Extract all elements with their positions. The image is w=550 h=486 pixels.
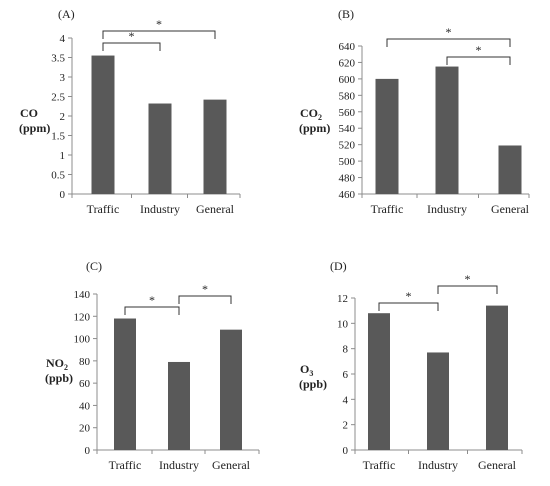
x-tick-label: General: [491, 202, 530, 216]
y-tick-label: 580: [339, 90, 356, 102]
x-tick-label: Industry: [140, 202, 180, 216]
bar-traffic: [114, 318, 136, 450]
y-axis-unit: (ppb): [299, 377, 327, 391]
y-axis-unit: (ppm): [19, 121, 50, 135]
significance-marker: *: [129, 29, 135, 43]
panel-label: (B): [338, 7, 354, 21]
y-tick-label: 560: [339, 107, 356, 119]
y-tick-label: 1: [60, 150, 66, 162]
y-axis-label: NO2: [46, 356, 68, 372]
y-axis-label: CO: [20, 106, 38, 120]
y-tick-label: 540: [339, 123, 356, 135]
bar-industry: [435, 66, 459, 194]
chart-panel-3: (C) NO2(ppb) 0 20 40 60 80 100 120 140 Traffic Indu…: [45, 259, 260, 472]
x-tick-label: Industry: [418, 458, 458, 472]
significance-bracket: [386, 38, 511, 47]
x-tick-label: Industry: [159, 458, 199, 472]
y-axis-label: O3: [300, 362, 313, 378]
y-tick-label: 0: [60, 189, 66, 201]
y-tick-label: 4: [343, 394, 349, 406]
y-tick-label: 0: [85, 445, 91, 457]
y-tick-label: 460: [339, 189, 356, 201]
significance-bracket: [124, 306, 180, 315]
x-tick-label: Traffic: [109, 458, 142, 472]
x-tick-label: Industry: [427, 202, 467, 216]
y-tick-label: 12: [337, 293, 348, 305]
y-tick-label: 2: [343, 420, 349, 432]
x-tick-label: Traffic: [87, 202, 120, 216]
panel-label: (A): [58, 7, 75, 21]
y-tick-label: 480: [339, 173, 356, 185]
y-axis-unit: (ppb): [45, 371, 73, 385]
y-axis-label: CO2: [300, 106, 322, 122]
y-tick-label: 500: [339, 156, 356, 168]
significance-marker: *: [465, 272, 471, 286]
y-tick-label: 120: [74, 311, 91, 323]
bar-general: [220, 329, 242, 450]
y-tick-label: 1.5: [51, 131, 65, 143]
bar-industry: [427, 352, 449, 450]
y-axis-unit: (ppm): [299, 121, 330, 135]
y-tick-label: 640: [339, 41, 356, 53]
y-tick-label: 40: [79, 400, 91, 412]
y-tick-label: 20: [79, 423, 91, 435]
x-tick-label: Traffic: [371, 202, 404, 216]
y-tick-label: 4: [60, 33, 66, 45]
y-tick-label: 520: [339, 140, 356, 152]
chart-panel-1: (A) CO(ppm) 0 0.5 1 1.5 2 2.5 3 3.5 4 Traffic Indust…: [19, 7, 241, 216]
bar-general: [486, 305, 508, 450]
bar-traffic: [375, 78, 399, 194]
significance-marker: *: [446, 25, 452, 39]
significance-bracket: [178, 295, 232, 304]
x-tick-label: General: [478, 458, 517, 472]
bar-traffic: [368, 313, 390, 450]
y-tick-label: 100: [74, 334, 91, 346]
x-tick-label: General: [196, 202, 235, 216]
significance-bracket: [378, 302, 439, 311]
x-tick-label: Traffic: [363, 458, 396, 472]
y-tick-label: 3.5: [51, 53, 65, 65]
y-tick-label: 8: [343, 344, 349, 356]
chart-panel-4: (D) O3(ppb) 0 2 4 6 8 10 12 Traffic Industry Genera…: [299, 259, 523, 472]
y-tick-label: 140: [74, 289, 91, 301]
y-tick-label: 6: [343, 369, 349, 381]
panel-label: (D): [330, 259, 347, 273]
significance-bracket: [102, 42, 161, 51]
y-tick-label: 10: [337, 318, 349, 330]
y-tick-label: 600: [339, 74, 356, 86]
bar-traffic: [91, 55, 115, 194]
y-tick-label: 2: [60, 111, 66, 123]
significance-marker: *: [476, 43, 482, 57]
panel-label: (C): [86, 259, 102, 273]
y-tick-label: 3: [60, 72, 66, 84]
y-tick-label: 620: [339, 57, 356, 69]
y-tick-label: 60: [79, 378, 91, 390]
significance-bracket: [437, 285, 498, 294]
bar-industry: [168, 361, 190, 450]
significance-marker: *: [156, 17, 162, 31]
bar-industry: [148, 103, 172, 194]
y-tick-label: 2.5: [51, 92, 65, 104]
bar-general: [498, 145, 522, 194]
significance-marker: *: [406, 289, 412, 303]
y-tick-label: 80: [79, 356, 91, 368]
chart-panel-2: (B) CO2(ppm) 460 480 500 520 540 560 580 600 620 64…: [299, 7, 530, 216]
significance-marker: *: [202, 282, 208, 296]
y-tick-label: 0: [343, 445, 349, 457]
significance-bracket: [102, 30, 216, 39]
bar-general: [203, 99, 227, 194]
x-tick-label: General: [212, 458, 251, 472]
y-tick-label: 0.5: [51, 170, 65, 182]
significance-marker: *: [149, 293, 155, 307]
significance-bracket: [446, 56, 511, 65]
